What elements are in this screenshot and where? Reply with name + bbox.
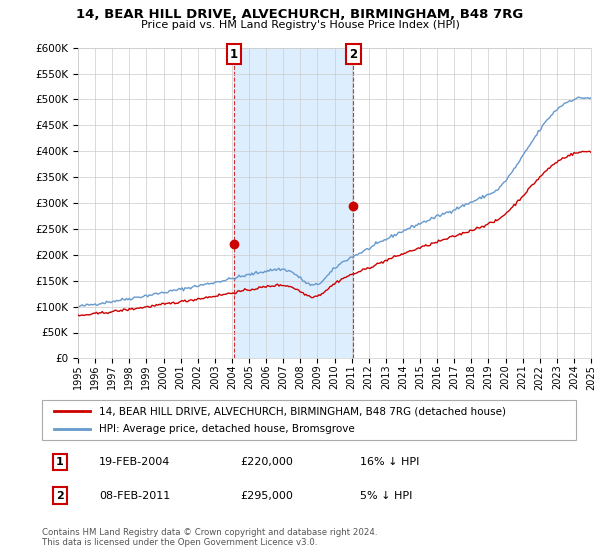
Text: 1: 1 (56, 457, 64, 467)
Text: 14, BEAR HILL DRIVE, ALVECHURCH, BIRMINGHAM, B48 7RG: 14, BEAR HILL DRIVE, ALVECHURCH, BIRMING… (76, 8, 524, 21)
Text: 2: 2 (349, 48, 358, 60)
Text: £295,000: £295,000 (240, 491, 293, 501)
Bar (234, 48, 353, 358)
Text: 16% ↓ HPI: 16% ↓ HPI (360, 457, 419, 467)
Text: 1: 1 (230, 48, 238, 60)
Text: 2: 2 (56, 491, 64, 501)
Text: HPI: Average price, detached house, Bromsgrove: HPI: Average price, detached house, Brom… (99, 423, 355, 433)
Text: Price paid vs. HM Land Registry's House Price Index (HPI): Price paid vs. HM Land Registry's House … (140, 20, 460, 30)
Text: 5% ↓ HPI: 5% ↓ HPI (360, 491, 412, 501)
Text: 14, BEAR HILL DRIVE, ALVECHURCH, BIRMINGHAM, B48 7RG (detached house): 14, BEAR HILL DRIVE, ALVECHURCH, BIRMING… (99, 407, 506, 417)
Text: 08-FEB-2011: 08-FEB-2011 (99, 491, 170, 501)
Text: Contains HM Land Registry data © Crown copyright and database right 2024.
This d: Contains HM Land Registry data © Crown c… (42, 528, 377, 547)
Text: £220,000: £220,000 (240, 457, 293, 467)
Text: 19-FEB-2004: 19-FEB-2004 (99, 457, 170, 467)
